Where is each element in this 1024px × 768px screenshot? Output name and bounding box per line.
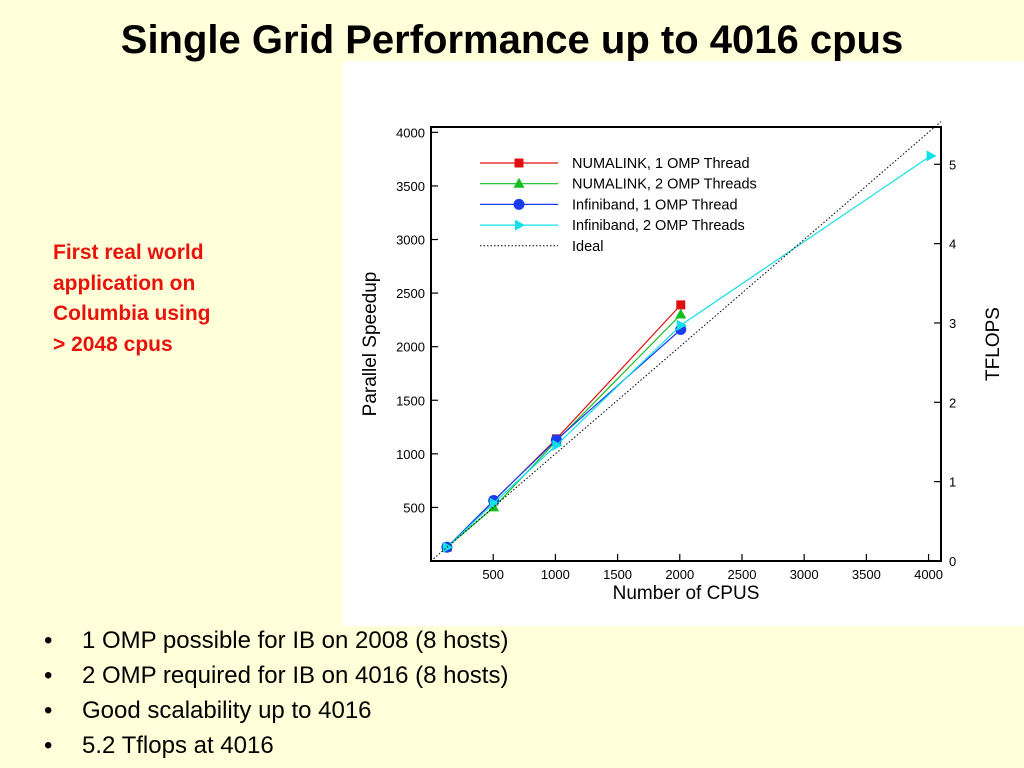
bullet-item: • 2 OMP required for IB on 4016 (8 hosts) [44,658,508,693]
bullet-item: • 1 OMP possible for IB on 2008 (8 hosts) [44,623,508,658]
data-point [676,319,687,331]
x-tick-label: 1500 [603,567,632,582]
y2-tick-label: 1 [949,475,956,490]
bullet-item: • 5.2 Tflops at 4016 [44,728,508,763]
x-tick-label: 2500 [728,567,757,582]
bullet-glyph: • [44,627,53,654]
data-point [552,439,563,451]
legend-swatch-marker [515,219,525,231]
y2-axis-label: TFLOPS [983,307,1004,381]
legend-label: Infiniband, 2 OMP Threads [572,218,745,234]
series-line-0 [446,304,682,548]
y2-tick-label: 5 [949,157,956,172]
bullet-text: 1 OMP possible for IB on 2008 (8 hosts) [82,627,509,654]
y-tick-label: 3000 [396,233,425,248]
legend-label: NUMALINK, 1 OMP Thread [572,156,750,172]
bullet-text: 2 OMP required for IB on 4016 (8 hosts) [82,662,509,689]
y-tick-label: 4000 [396,125,425,140]
x-tick-label: 3500 [852,567,881,582]
legend-swatch-marker [513,177,525,188]
note-line: application on [53,271,196,295]
bullet-text: 5.2 Tflops at 4016 [82,732,274,759]
y-tick-label: 1000 [396,447,425,462]
bullet-text: Good scalability up to 4016 [82,697,372,724]
x-tick-label: 2000 [665,567,694,582]
speedup-chart: 500 1000 1500 2000 2500 3000 3500 4000500100015… [360,121,1004,604]
x-tick-label: 1000 [541,567,570,582]
y-tick-label: 2500 [396,286,425,301]
data-point [676,300,686,310]
data-point [489,497,500,509]
bullet-glyph: • [44,732,53,759]
x-tick-label: 500 [482,567,504,582]
note-line: First real world [53,241,204,264]
y-tick-label: 2000 [396,340,425,355]
legend-label: NUMALINK, 2 OMP Threads [572,177,757,193]
y-axis-label: Parallel Speedup [360,272,381,417]
plot-frame [430,126,942,562]
y2-tick-label: 2 [949,395,956,410]
highlight-note: First real world application on Columbia… [53,238,263,360]
slide-title: Single Grid Performance up to 4016 cpus [120,18,904,62]
legend-swatch-marker [513,198,525,210]
y-tick-label: 500 [403,500,425,515]
x-tick-label: 3000 [790,567,819,582]
data-point [926,150,937,162]
data-point [675,308,687,319]
chart-panel: 500 1000 1500 2000 2500 3000 3500 4000 500 1000 15… [343,61,1024,626]
y2-tick-label: 4 [949,237,956,252]
legend-label: Ideal [572,239,603,255]
legend-swatch-marker [514,158,524,168]
note-line: > 2048 cpus [53,332,173,356]
y2-tick-label: 3 [949,316,956,331]
y-tick-label: 3500 [396,179,425,194]
note-line: Columbia using [53,302,211,325]
x-axis-label: Number of CPUS [613,583,760,604]
series-line-3 [446,155,931,548]
bullet-glyph: • [44,662,53,689]
y-tick-label: 1500 [396,393,425,408]
legend-label: Infiniband, 1 OMP Thread [572,197,738,213]
bullet-list: • 1 OMP possible for IB on 2008 (8 hosts)… [44,623,508,763]
bullet-item: • Good scalability up to 4016 [44,693,508,728]
x-tick-label: 4000 [914,567,943,582]
data-point [442,541,453,553]
bullet-glyph: • [44,697,53,724]
series-line-4 [430,121,942,562]
y2-tick-label: 0 [949,554,956,569]
